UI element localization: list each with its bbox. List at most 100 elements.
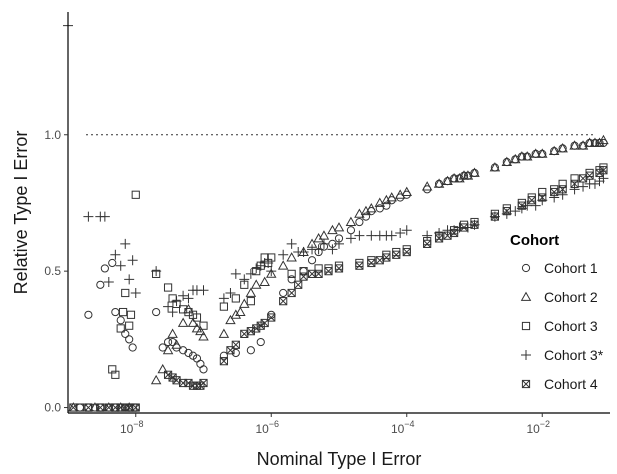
- data-point: [252, 324, 261, 333]
- data-point: [286, 238, 297, 249]
- data-point: [307, 269, 317, 278]
- data-point: [589, 178, 600, 189]
- data-point: [395, 227, 406, 238]
- data-point: [259, 276, 270, 286]
- data-point: [354, 230, 365, 241]
- data-point: [127, 255, 138, 266]
- data-point: [298, 247, 309, 258]
- data-point: [158, 343, 167, 352]
- legend-title: Cohort: [510, 232, 559, 249]
- data-point: [231, 294, 240, 303]
- data-point: [260, 318, 269, 328]
- data-point: [570, 179, 579, 188]
- data-point: [195, 325, 206, 336]
- data-point: [96, 403, 105, 412]
- data-point: [250, 279, 262, 289]
- data-point: [231, 348, 240, 358]
- legend-entry: Cohort 4: [521, 376, 598, 392]
- data-point: [355, 217, 364, 227]
- data-point: [314, 269, 323, 278]
- y-tick-label: 0.0: [44, 401, 61, 415]
- data-point: [324, 267, 333, 276]
- data-point: [501, 156, 513, 166]
- data-point: [187, 317, 199, 327]
- data-point: [162, 344, 174, 355]
- data-point: [558, 185, 567, 194]
- data-point: [96, 280, 105, 289]
- data-point: [345, 233, 356, 244]
- legend-entry: Cohort 2: [520, 289, 598, 305]
- data-point: [459, 223, 469, 232]
- data-point: [386, 230, 397, 241]
- data-point: [230, 268, 241, 279]
- x-tick-label: 10−2: [526, 419, 550, 436]
- data-point: [131, 403, 140, 412]
- data-point: [100, 264, 109, 273]
- data-point: [598, 134, 609, 145]
- data-point: [538, 193, 547, 202]
- data-point: [585, 171, 594, 180]
- data-point: [516, 151, 528, 161]
- legend-entry: Cohort 3: [521, 318, 598, 334]
- legend-label: Cohort 3*: [544, 347, 604, 363]
- data-point: [530, 148, 541, 158]
- data-point: [103, 277, 114, 288]
- data-point: [327, 244, 338, 255]
- data-point: [569, 184, 580, 195]
- data-point: [263, 257, 274, 268]
- data-point: [266, 266, 277, 277]
- data-point: [168, 337, 177, 347]
- data-point: [374, 197, 386, 207]
- data-point: [433, 178, 445, 188]
- data-point: [116, 316, 125, 325]
- data-point: [104, 403, 113, 412]
- data-point: [346, 226, 356, 235]
- x-axis-title: Nominal Type I Error: [257, 449, 422, 469]
- data-point: [355, 261, 364, 270]
- data-point: [423, 239, 432, 248]
- legend-key: [521, 350, 531, 360]
- data-point: [422, 230, 433, 241]
- data-point: [287, 275, 296, 284]
- data-point: [125, 403, 134, 412]
- data-point: [125, 335, 134, 344]
- data-point: [578, 181, 589, 192]
- data-point: [179, 346, 188, 355]
- data-point: [402, 247, 411, 257]
- data-point: [279, 297, 288, 306]
- data-point: [462, 170, 474, 180]
- data-point: [267, 253, 276, 262]
- data-point: [307, 256, 317, 265]
- data-point: [286, 252, 297, 262]
- data-point: [490, 212, 499, 221]
- data-point: [171, 296, 182, 307]
- data-point: [279, 288, 288, 298]
- data-point: [198, 285, 209, 296]
- data-point: [394, 189, 406, 199]
- data-point: [434, 227, 445, 238]
- data-point: [84, 310, 93, 319]
- legend: Cohort Cohort 1 Cohort 2 Cohort 3 Cohort 3*…: [510, 232, 604, 392]
- data-point: [184, 348, 193, 358]
- data-point: [191, 323, 203, 333]
- data-point: [469, 167, 480, 177]
- y-tick-label: 0.5: [44, 264, 61, 278]
- plot-area: [63, 20, 609, 412]
- data-point: [125, 321, 134, 330]
- series-cohort-4: [69, 166, 608, 412]
- data-point: [110, 249, 121, 260]
- data-point: [454, 172, 465, 183]
- data-point: [527, 196, 536, 205]
- data-point: [184, 307, 193, 317]
- data-point: [366, 202, 377, 213]
- x-tick-label: 10−4: [391, 419, 415, 436]
- data-point: [334, 264, 344, 273]
- axes: 0.0 0.5 1.0 10−8 10−6 10−4 10−2: [44, 12, 610, 436]
- data-point: [130, 287, 141, 298]
- data-point: [521, 151, 533, 161]
- data-point: [489, 162, 501, 172]
- data-point: [299, 272, 308, 281]
- data-point: [167, 307, 178, 318]
- data-point: [382, 253, 391, 262]
- data-point: [199, 378, 208, 388]
